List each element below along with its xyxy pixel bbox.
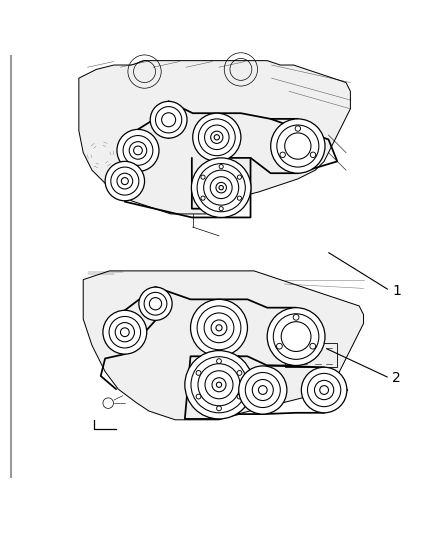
Circle shape	[117, 130, 159, 172]
Polygon shape	[83, 271, 364, 420]
Circle shape	[193, 113, 241, 161]
Text: 1: 1	[392, 284, 401, 297]
Circle shape	[196, 394, 201, 399]
Circle shape	[267, 308, 325, 366]
Circle shape	[219, 207, 223, 211]
Circle shape	[217, 359, 221, 364]
Circle shape	[239, 366, 287, 414]
Circle shape	[105, 161, 145, 201]
Circle shape	[301, 367, 347, 413]
Text: 2: 2	[392, 371, 401, 385]
Polygon shape	[79, 61, 350, 214]
Circle shape	[139, 287, 172, 320]
Circle shape	[185, 351, 253, 419]
Circle shape	[150, 101, 187, 138]
Circle shape	[237, 175, 241, 179]
Circle shape	[237, 370, 242, 375]
Circle shape	[237, 196, 241, 200]
Circle shape	[191, 300, 247, 356]
Bar	[285, 343, 337, 367]
Circle shape	[103, 310, 147, 354]
Circle shape	[217, 406, 221, 411]
Circle shape	[201, 196, 205, 200]
Circle shape	[237, 394, 242, 399]
Circle shape	[191, 158, 251, 217]
Circle shape	[271, 119, 325, 173]
Circle shape	[201, 175, 205, 179]
Circle shape	[196, 370, 201, 375]
Circle shape	[219, 165, 223, 169]
